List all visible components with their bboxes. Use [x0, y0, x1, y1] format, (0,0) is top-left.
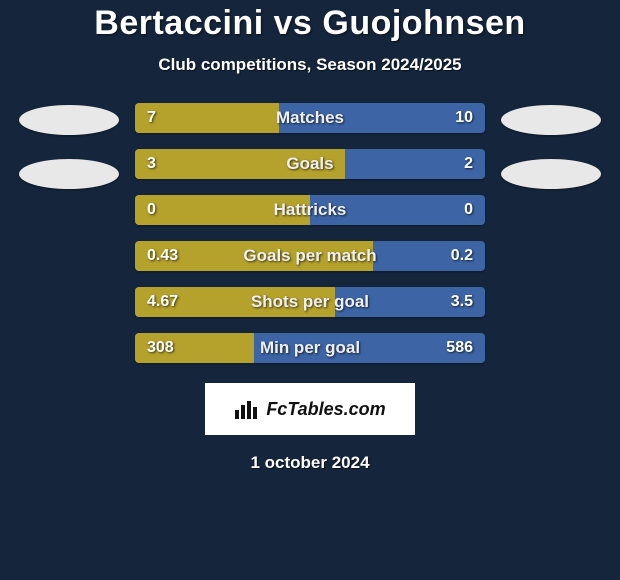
player-avatar: [19, 105, 119, 135]
comparison-infographic: Bertaccini vs Guojohnsen Club competitio…: [0, 0, 620, 473]
player-avatar: [501, 159, 601, 189]
stat-bar: Min per goal308586: [135, 333, 485, 363]
stat-bar: Shots per goal4.673.5: [135, 287, 485, 317]
page-subtitle: Club competitions, Season 2024/2025: [158, 55, 461, 75]
avatar-column-left: [9, 103, 129, 189]
stat-bar: Hattricks00: [135, 195, 485, 225]
chart-area: Matches710 Goals32 Hattricks00 Goals per ma…: [9, 103, 611, 363]
avatar-column-right: [491, 103, 611, 189]
logo-chart-icon: [234, 398, 260, 420]
player-avatar: [19, 159, 119, 189]
stat-bar: Goals32: [135, 149, 485, 179]
player-avatar: [501, 105, 601, 135]
comparison-bars: Matches710 Goals32 Hattricks00 Goals per ma…: [135, 103, 485, 363]
logo-box: FcTables.com: [205, 383, 415, 435]
logo-text: FcTables.com: [266, 399, 385, 420]
stat-bar: Goals per match0.430.2: [135, 241, 485, 271]
date-line: 1 october 2024: [250, 453, 369, 473]
stat-bar: Matches710: [135, 103, 485, 133]
page-title: Bertaccini vs Guojohnsen: [94, 4, 525, 43]
